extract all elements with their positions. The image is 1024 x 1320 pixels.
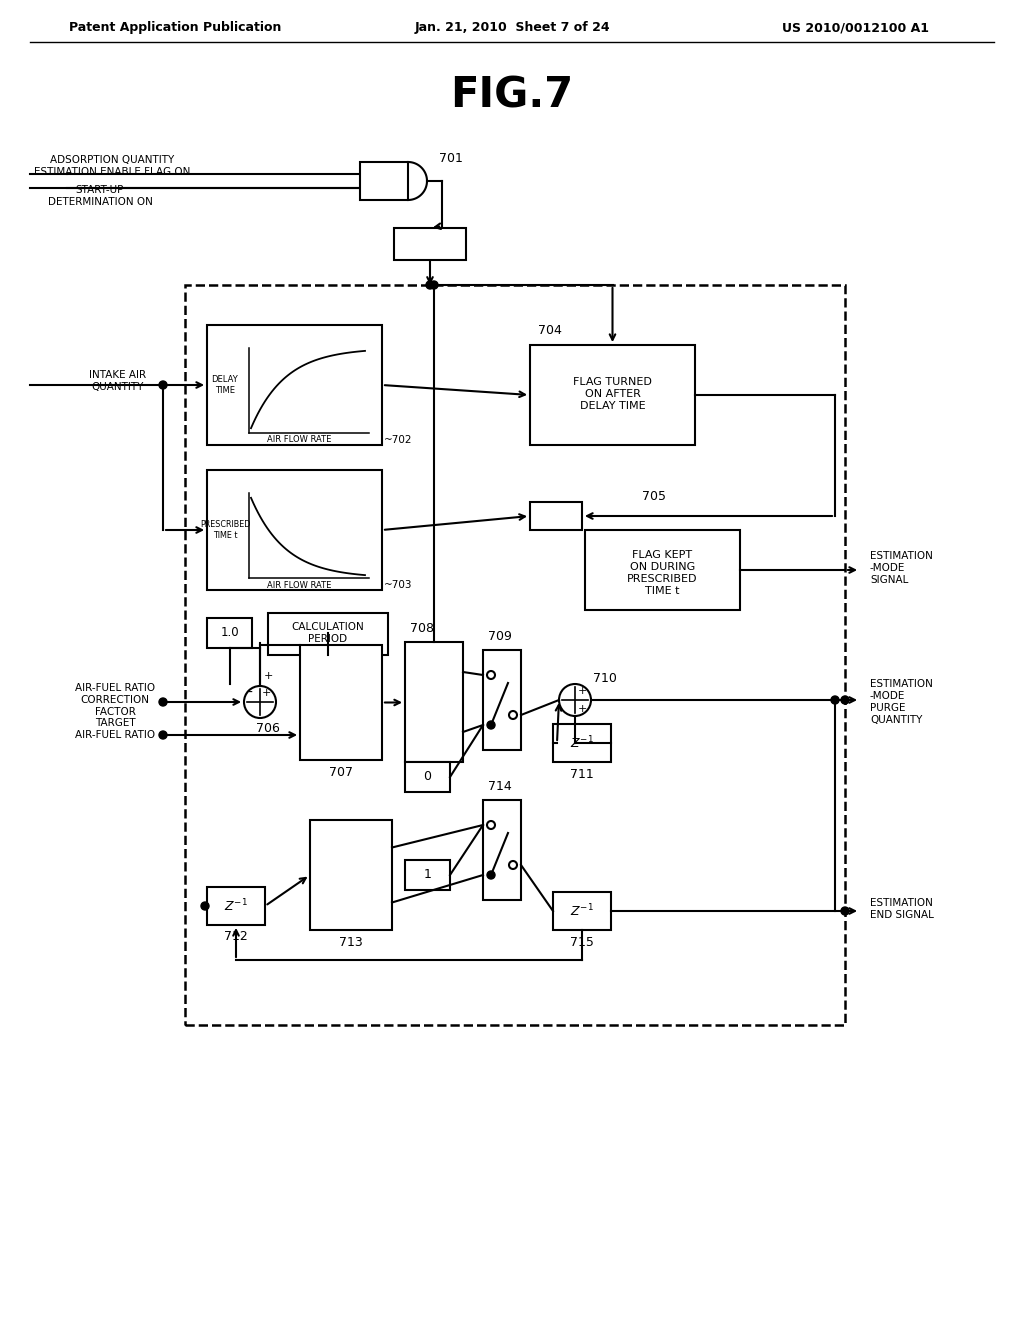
FancyBboxPatch shape bbox=[207, 325, 382, 445]
Circle shape bbox=[201, 902, 209, 909]
Text: +: + bbox=[261, 688, 270, 698]
Text: ON DURING: ON DURING bbox=[630, 562, 695, 572]
Text: 708: 708 bbox=[410, 622, 434, 635]
Text: CORRECTION: CORRECTION bbox=[81, 696, 150, 705]
Text: 715: 715 bbox=[570, 936, 594, 949]
FancyBboxPatch shape bbox=[310, 820, 392, 931]
Text: 714: 714 bbox=[488, 780, 512, 792]
Text: $Z^{-1}$: $Z^{-1}$ bbox=[570, 903, 594, 919]
Text: FLAG TURNED: FLAG TURNED bbox=[573, 378, 652, 387]
Text: AIR FLOW RATE: AIR FLOW RATE bbox=[267, 436, 332, 445]
Text: -MODE: -MODE bbox=[870, 564, 905, 573]
Text: END SIGNAL: END SIGNAL bbox=[870, 909, 934, 920]
Text: 706: 706 bbox=[256, 722, 280, 734]
FancyBboxPatch shape bbox=[530, 345, 695, 445]
Text: +: + bbox=[578, 704, 587, 714]
Text: ~702: ~702 bbox=[384, 436, 413, 445]
Text: SIGNAL: SIGNAL bbox=[870, 576, 908, 585]
Text: 705: 705 bbox=[642, 490, 666, 503]
Text: PRESCRIBED
TIME t: PRESCRIBED TIME t bbox=[200, 520, 250, 540]
Text: 713: 713 bbox=[339, 936, 362, 949]
FancyBboxPatch shape bbox=[185, 285, 845, 1026]
FancyBboxPatch shape bbox=[585, 531, 740, 610]
Text: ESTIMATION ENABLE FLAG ON: ESTIMATION ENABLE FLAG ON bbox=[34, 168, 190, 177]
Text: ESTIMATION: ESTIMATION bbox=[870, 898, 933, 908]
Text: US 2010/0012100 A1: US 2010/0012100 A1 bbox=[781, 21, 929, 34]
Circle shape bbox=[487, 721, 495, 729]
Text: Patent Application Publication: Patent Application Publication bbox=[69, 21, 282, 34]
Circle shape bbox=[841, 696, 849, 704]
Text: TIME t: TIME t bbox=[645, 586, 680, 597]
Text: ON AFTER: ON AFTER bbox=[585, 389, 640, 399]
Circle shape bbox=[159, 731, 167, 739]
FancyBboxPatch shape bbox=[207, 887, 265, 925]
Circle shape bbox=[426, 281, 434, 289]
Text: Jan. 21, 2010  Sheet 7 of 24: Jan. 21, 2010 Sheet 7 of 24 bbox=[414, 21, 610, 34]
FancyBboxPatch shape bbox=[406, 642, 463, 762]
FancyBboxPatch shape bbox=[406, 861, 450, 890]
Text: ADSORPTION QUANTITY: ADSORPTION QUANTITY bbox=[50, 156, 174, 165]
Text: 712: 712 bbox=[224, 931, 248, 944]
Text: ~703: ~703 bbox=[384, 579, 413, 590]
Circle shape bbox=[841, 907, 849, 915]
FancyBboxPatch shape bbox=[207, 470, 382, 590]
Text: FIG.7: FIG.7 bbox=[451, 74, 573, 116]
Text: -MODE: -MODE bbox=[870, 690, 905, 701]
Text: ESTIMATION: ESTIMATION bbox=[870, 550, 933, 561]
Text: INTAKE AIR: INTAKE AIR bbox=[89, 370, 146, 380]
Text: START-UP: START-UP bbox=[76, 185, 124, 195]
Text: Trig: Trig bbox=[546, 510, 566, 523]
Text: 711: 711 bbox=[570, 767, 594, 780]
Text: 701: 701 bbox=[439, 153, 463, 165]
Text: PRESCRIBED: PRESCRIBED bbox=[628, 574, 697, 583]
Text: QUANTITY: QUANTITY bbox=[870, 715, 923, 725]
Text: 1: 1 bbox=[424, 869, 431, 882]
Text: +: + bbox=[263, 671, 272, 681]
Text: FACTOR: FACTOR bbox=[94, 708, 135, 717]
Text: -: - bbox=[248, 686, 253, 700]
Text: $Z^{-1}$: $Z^{-1}$ bbox=[570, 735, 594, 751]
FancyBboxPatch shape bbox=[268, 612, 388, 655]
FancyBboxPatch shape bbox=[483, 649, 521, 750]
Text: 0: 0 bbox=[424, 771, 431, 784]
Text: TARGET: TARGET bbox=[94, 718, 135, 729]
Text: DELAY TIME: DELAY TIME bbox=[580, 401, 645, 411]
Text: 709: 709 bbox=[488, 630, 512, 643]
Circle shape bbox=[159, 381, 167, 389]
Text: Trig: Trig bbox=[419, 238, 441, 251]
Circle shape bbox=[159, 698, 167, 706]
FancyBboxPatch shape bbox=[360, 162, 408, 201]
Circle shape bbox=[430, 281, 438, 289]
Text: ESTIMATION: ESTIMATION bbox=[870, 678, 933, 689]
Text: 710: 710 bbox=[593, 672, 616, 685]
Text: QUANTITY: QUANTITY bbox=[92, 381, 144, 392]
Text: 707: 707 bbox=[329, 766, 353, 779]
FancyBboxPatch shape bbox=[406, 762, 450, 792]
FancyBboxPatch shape bbox=[300, 645, 382, 760]
Text: 1.0: 1.0 bbox=[220, 627, 239, 639]
FancyBboxPatch shape bbox=[483, 800, 521, 900]
Text: AIR-FUEL RATIO: AIR-FUEL RATIO bbox=[75, 730, 155, 741]
Text: DETERMINATION ON: DETERMINATION ON bbox=[47, 197, 153, 207]
Text: +: + bbox=[578, 686, 587, 696]
Text: 704: 704 bbox=[538, 325, 562, 338]
Text: DELAY
TIME: DELAY TIME bbox=[212, 375, 239, 395]
FancyBboxPatch shape bbox=[207, 618, 252, 648]
FancyBboxPatch shape bbox=[553, 723, 611, 762]
FancyBboxPatch shape bbox=[530, 502, 582, 531]
Text: $Z^{-1}$: $Z^{-1}$ bbox=[224, 898, 248, 915]
Circle shape bbox=[487, 871, 495, 879]
Text: PURGE: PURGE bbox=[870, 704, 905, 713]
Circle shape bbox=[831, 696, 839, 704]
Text: PERIOD: PERIOD bbox=[308, 634, 347, 644]
FancyBboxPatch shape bbox=[553, 892, 611, 931]
FancyBboxPatch shape bbox=[394, 228, 466, 260]
Text: CALCULATION: CALCULATION bbox=[292, 622, 365, 632]
Text: AIR-FUEL RATIO: AIR-FUEL RATIO bbox=[75, 682, 155, 693]
Text: AIR FLOW RATE: AIR FLOW RATE bbox=[267, 581, 332, 590]
Text: FLAG KEPT: FLAG KEPT bbox=[633, 550, 692, 560]
